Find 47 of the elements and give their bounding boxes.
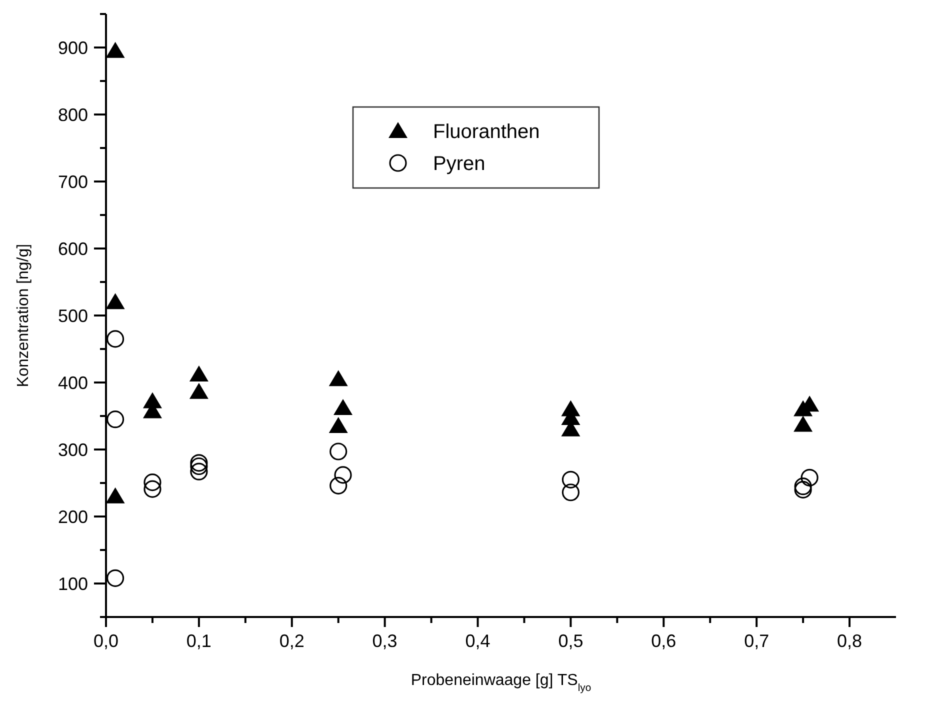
point — [144, 474, 162, 492]
point — [328, 370, 348, 386]
point — [190, 462, 208, 480]
point — [189, 382, 208, 399]
point — [106, 42, 125, 58]
point — [144, 480, 162, 498]
point — [794, 416, 813, 432]
legend-label: Pyren — [433, 153, 486, 175]
legend-label: Fluoranthen — [433, 121, 540, 143]
x-tick-label: 0,7 — [744, 631, 770, 651]
x-tick-label: 0,4 — [465, 631, 490, 651]
x-tick-label: 0,3 — [372, 631, 398, 651]
point — [330, 442, 348, 460]
point — [106, 487, 125, 504]
point — [106, 330, 124, 348]
point — [106, 293, 125, 310]
y-tick-label: 900 — [58, 38, 88, 58]
x-tick-label: 0,5 — [558, 631, 584, 651]
point — [794, 478, 812, 496]
point — [189, 365, 208, 382]
point — [328, 417, 348, 434]
x-axis-title: Probeneinwaage [g] TS$_{lyo}$ — [410, 672, 592, 694]
x-tick-label: 0,8 — [837, 631, 862, 651]
point — [106, 410, 124, 428]
point — [800, 468, 818, 486]
y-axis-title: Konzentration [ng/g] — [15, 244, 32, 388]
x-tick-label: 0,1 — [186, 631, 212, 651]
point — [334, 466, 352, 484]
y-tick-label: 500 — [58, 306, 88, 326]
point — [106, 569, 124, 587]
y-tick-label: 600 — [58, 238, 88, 259]
y-tick-label: 200 — [58, 506, 88, 527]
point — [190, 454, 208, 472]
point — [330, 476, 348, 494]
point — [334, 398, 352, 415]
point — [562, 470, 580, 488]
y-tick-label: 700 — [58, 172, 88, 192]
x-tick-label: 0,2 — [279, 631, 304, 651]
point — [190, 457, 208, 476]
y-tick-label: 100 — [58, 574, 88, 594]
point — [562, 484, 580, 502]
point — [794, 480, 812, 498]
x-tick-label: 0,6 — [651, 631, 676, 651]
y-tick-label: 400 — [58, 372, 88, 393]
y-tick-label: 300 — [58, 440, 88, 460]
x-tick-label: 0,0 — [93, 631, 119, 651]
y-tick-label: 800 — [58, 104, 88, 125]
